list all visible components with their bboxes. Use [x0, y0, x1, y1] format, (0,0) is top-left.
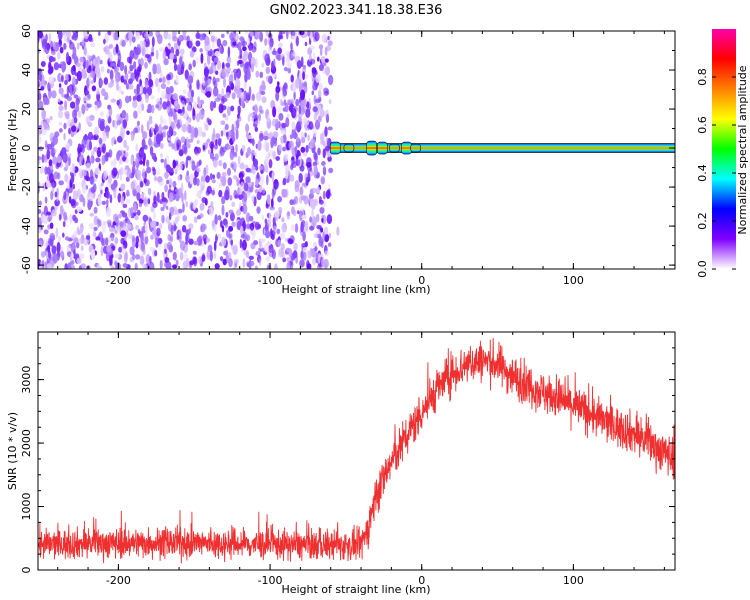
- snr-x-label: Height of straight line (km): [281, 583, 430, 596]
- y-tick: 1000: [20, 493, 675, 521]
- x-tick-label: 100: [563, 274, 584, 287]
- x-tick-label: 100: [563, 574, 584, 587]
- x-tick: 100: [563, 31, 584, 287]
- y-tick-label: 60: [20, 24, 33, 38]
- y-tick-label: 2000: [20, 429, 33, 457]
- y-tick-label: 0: [20, 145, 33, 152]
- y-tick-label: -40: [20, 217, 33, 235]
- spectrogram-noise: [38, 31, 340, 269]
- y-tick-label: -20: [20, 178, 33, 196]
- y-tick: 2000: [20, 429, 675, 457]
- signal-blob: [376, 141, 388, 155]
- colorbar: 0.0 0.2 0.4 0.6 0.8 Normalized spectral ampl…: [696, 29, 749, 278]
- spectrogram-x-label: Height of straight line (km): [281, 283, 430, 296]
- colorbar-tick: 0.0: [696, 260, 736, 278]
- x-tick: 100: [563, 332, 584, 587]
- y-tick-label: 40: [20, 63, 33, 77]
- colorbar-tick-label: 0.8: [696, 68, 709, 86]
- colorbar-tick-label: 0.6: [696, 116, 709, 134]
- colorbar-tick-label: 0.4: [696, 164, 709, 182]
- snr-y-label: SNR (10 * v/v): [6, 412, 19, 490]
- colorbar-tick-label: 0.0: [696, 260, 709, 278]
- colorbar-tick: 0.6: [696, 116, 736, 134]
- colorbar-tick: 0.8: [696, 68, 736, 86]
- colorbar-label: Normalized spectral amplitude: [736, 65, 749, 234]
- x-tick-label: -200: [106, 574, 131, 587]
- snr-line: [38, 337, 675, 564]
- snr-panel: -200 -100 0 100 0 1000 2000 3000 Height of str…: [6, 331, 676, 596]
- x-tick: 0: [418, 332, 425, 587]
- colorbar-ticks: 0.0 0.2 0.4 0.6 0.8: [696, 68, 736, 278]
- y-tick-label: 3000: [20, 366, 33, 394]
- x-tick-label: -200: [106, 274, 131, 287]
- y-tick: -20: [20, 178, 675, 196]
- snr-x-ticks: -200 -100 0 100: [57, 332, 665, 587]
- signal-blob: [389, 143, 400, 153]
- snr-series: [38, 337, 675, 564]
- spectrogram-x-ticks: -200 -100 0 100: [57, 31, 665, 287]
- x-tick-label: 0: [418, 274, 425, 287]
- y-tick: 3000: [20, 366, 675, 394]
- spectrogram-frame: [37, 30, 676, 270]
- colorbar-tick-label: 0.2: [696, 212, 709, 230]
- y-tick-label: -60: [20, 256, 33, 274]
- snr-frame: [37, 331, 676, 571]
- colorbar-tick: 0.2: [696, 212, 736, 230]
- y-tick-label: 1000: [20, 493, 33, 521]
- colorbar-tick: 0.4: [696, 164, 736, 182]
- x-tick-label: -100: [258, 574, 283, 587]
- signal-blob: [329, 141, 341, 155]
- spectrogram-y-ticks: -60 -40 -20 0 20 40 60: [20, 24, 675, 274]
- chart-title: GN02.2023.341.18.38.E36: [270, 3, 443, 18]
- y-tick-label: 20: [20, 102, 33, 116]
- spectrogram-y-label: Frequency (Hz): [6, 109, 19, 192]
- signal-line: [330, 144, 675, 153]
- y-tick-label: 0: [20, 567, 33, 574]
- snr-y-ticks: 0 1000 2000 3000: [20, 331, 675, 574]
- signal-blob: [366, 140, 377, 156]
- signal-blob: [410, 143, 421, 153]
- x-tick-label: -100: [258, 274, 283, 287]
- x-tick-label: 0: [418, 574, 425, 587]
- spectrogram-signal: [329, 140, 675, 156]
- signal-blob: [401, 141, 412, 155]
- x-tick: 0: [418, 31, 425, 287]
- signal-blob: [343, 143, 355, 153]
- colorbar-gradient: [712, 29, 736, 269]
